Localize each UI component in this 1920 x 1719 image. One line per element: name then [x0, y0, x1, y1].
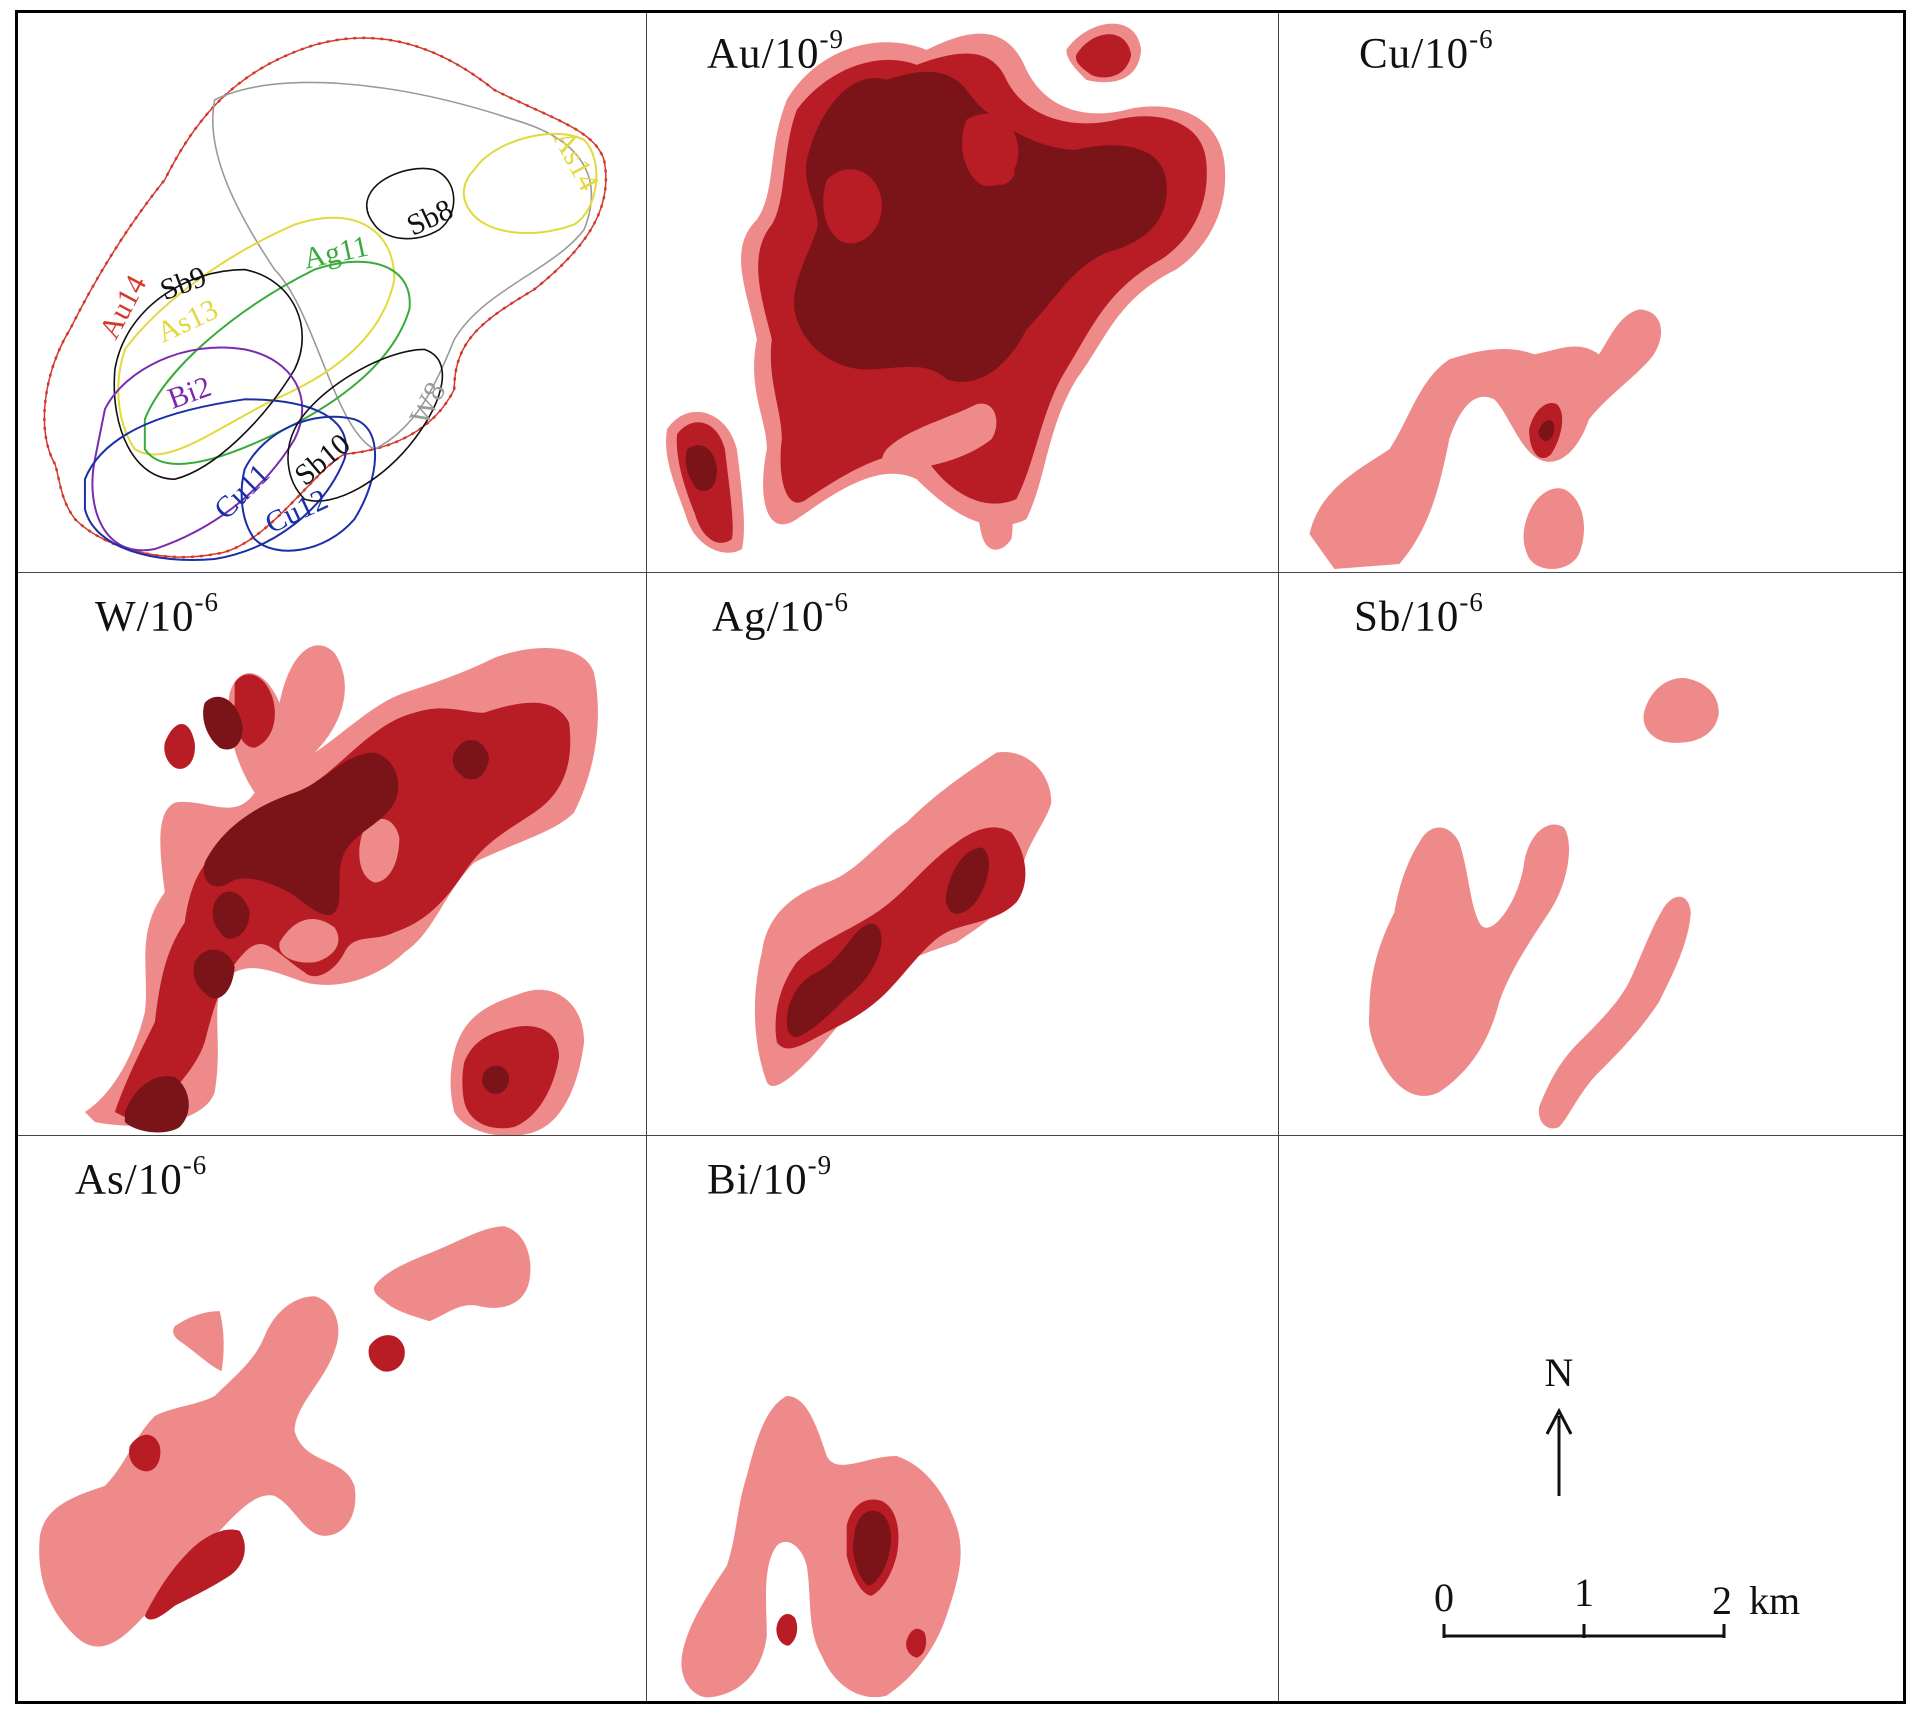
cu-unit-base: /10 — [1411, 30, 1470, 78]
outline-sb10 — [287, 348, 444, 502]
ag-unit-base: /10 — [766, 593, 825, 641]
cu-unit-label: Cu/10-6 — [1359, 24, 1494, 78]
sb-light-zone-right — [1538, 896, 1691, 1129]
ag-dark-zone — [786, 847, 989, 1038]
as-element: As — [75, 1156, 125, 1204]
legend-graphics: N 0 1 2 km — [1434, 1350, 1800, 1638]
outline-cu12 — [240, 415, 377, 552]
panel-cu: Cu/10-6 — [1279, 10, 1906, 573]
au-anomaly-map — [666, 23, 1226, 553]
sb-light-zone-left — [1368, 824, 1570, 1096]
as-anomaly-map — [39, 1226, 531, 1647]
north-arrow-head — [1545, 1407, 1573, 1435]
outline-ag11 — [143, 260, 411, 465]
panel-sb: Sb/10-6 — [1279, 573, 1906, 1136]
bi-dark-zone — [852, 1510, 891, 1586]
label-w8: W8 — [403, 377, 452, 431]
scale-unit: km — [1749, 1578, 1800, 1623]
panel-as: As/10-6 — [15, 1136, 647, 1704]
sb-anomaly-map — [1368, 677, 1719, 1129]
panel-legend: N 0 1 2 km — [1279, 1136, 1906, 1704]
as-light-zone-small — [173, 1311, 224, 1372]
w-unit-label: W/10-6 — [95, 587, 219, 641]
label-ag11: Ag11 — [301, 230, 372, 276]
ag-exponent: -6 — [824, 587, 850, 617]
panel-composite-overlay: Au14 As14 Sb8 Sb9 As13 Ag11 Bi2 W8 Cu11 … — [15, 10, 647, 573]
w-exponent: -6 — [194, 587, 220, 617]
cu-element: Cu — [1359, 30, 1412, 78]
cu-light-zone-main — [1309, 309, 1662, 570]
sb-unit-label: Sb/10-6 — [1354, 587, 1484, 641]
north-label: N — [1545, 1350, 1574, 1395]
as-mid-zone — [129, 1335, 405, 1620]
panel-au: Au/10-9 — [647, 10, 1279, 573]
outline-sb8 — [365, 167, 455, 240]
ag-anomaly-map — [754, 752, 1052, 1087]
panel-ag: Ag/10-6 — [647, 573, 1279, 1136]
as-light-zone-main — [39, 1296, 356, 1647]
label-sb8: Sb8 — [402, 193, 458, 243]
as-light-zone-topright — [373, 1226, 531, 1322]
au-unit-label: Au/10-9 — [707, 24, 844, 78]
w-mid-zone-main — [114, 674, 571, 1129]
au-exponent: -9 — [819, 24, 845, 54]
bi-anomaly-map — [681, 1396, 961, 1698]
as-exponent: -6 — [182, 1150, 208, 1180]
w-dark-zone-main — [124, 696, 510, 1133]
cu-exponent: -6 — [1469, 24, 1494, 54]
label-cu12: Cu12 — [260, 483, 333, 540]
as-unit-label: As/10-6 — [75, 1150, 207, 1204]
outline-sb9 — [113, 268, 303, 480]
outline-as14 — [462, 132, 598, 234]
sb-unit-base: /10 — [1401, 593, 1460, 641]
north-arrow: N — [1545, 1350, 1574, 1496]
cu-dark-zone — [1538, 420, 1555, 442]
sb-element: Sb — [1354, 593, 1402, 641]
outline-bi2 — [91, 346, 304, 552]
scale-label-0: 0 — [1434, 1575, 1454, 1620]
ag-unit-label: Ag/10-6 — [712, 587, 849, 641]
scale-label-1: 1 — [1574, 1570, 1594, 1615]
composite-anomaly-outlines: Au14 As14 Sb8 Sb9 As13 Ag11 Bi2 W8 Cu11 … — [43, 36, 608, 561]
bi-light-zone — [681, 1396, 961, 1698]
bi-exponent: -9 — [807, 1150, 833, 1180]
cu-light-zone-small — [1523, 488, 1585, 570]
au-dark-zone — [685, 71, 1167, 491]
au-mid-island — [823, 113, 1019, 244]
outline-cu11 — [83, 398, 347, 561]
bi-unit-label: Bi/10-9 — [707, 1150, 832, 1204]
panel-w: W/10-6 — [15, 573, 647, 1136]
w-anomaly-map — [84, 645, 598, 1135]
geochemical-anomaly-map-grid: Au14 As14 Sb8 Sb9 As13 Ag11 Bi2 W8 Cu11 … — [15, 10, 1906, 1704]
cu-anomaly-map — [1309, 309, 1662, 570]
outline-as13 — [117, 216, 396, 456]
scale-label-2: 2 — [1712, 1578, 1732, 1623]
sb-light-zone-top — [1643, 677, 1719, 743]
as-unit-base: /10 — [124, 1156, 183, 1204]
au-element: Au — [707, 30, 762, 78]
outline-w8 — [211, 81, 593, 451]
label-au14: Au14 — [93, 270, 153, 344]
au-unit-base: /10 — [761, 30, 820, 78]
bi-element: Bi — [707, 1156, 750, 1204]
w-light-window — [279, 818, 400, 963]
w-element: W — [95, 593, 137, 641]
panel-bi: Bi/10-9 — [647, 1136, 1279, 1704]
bi-unit-base: /10 — [749, 1156, 808, 1204]
label-as13: As13 — [152, 293, 223, 350]
sb-exponent: -6 — [1459, 587, 1484, 617]
label-sb10: Sb10 — [288, 427, 356, 492]
au-light-window — [882, 403, 997, 470]
scale-bar: 0 1 2 km — [1434, 1570, 1800, 1638]
w-unit-base: /10 — [136, 593, 195, 641]
ag-element: Ag — [712, 593, 767, 641]
